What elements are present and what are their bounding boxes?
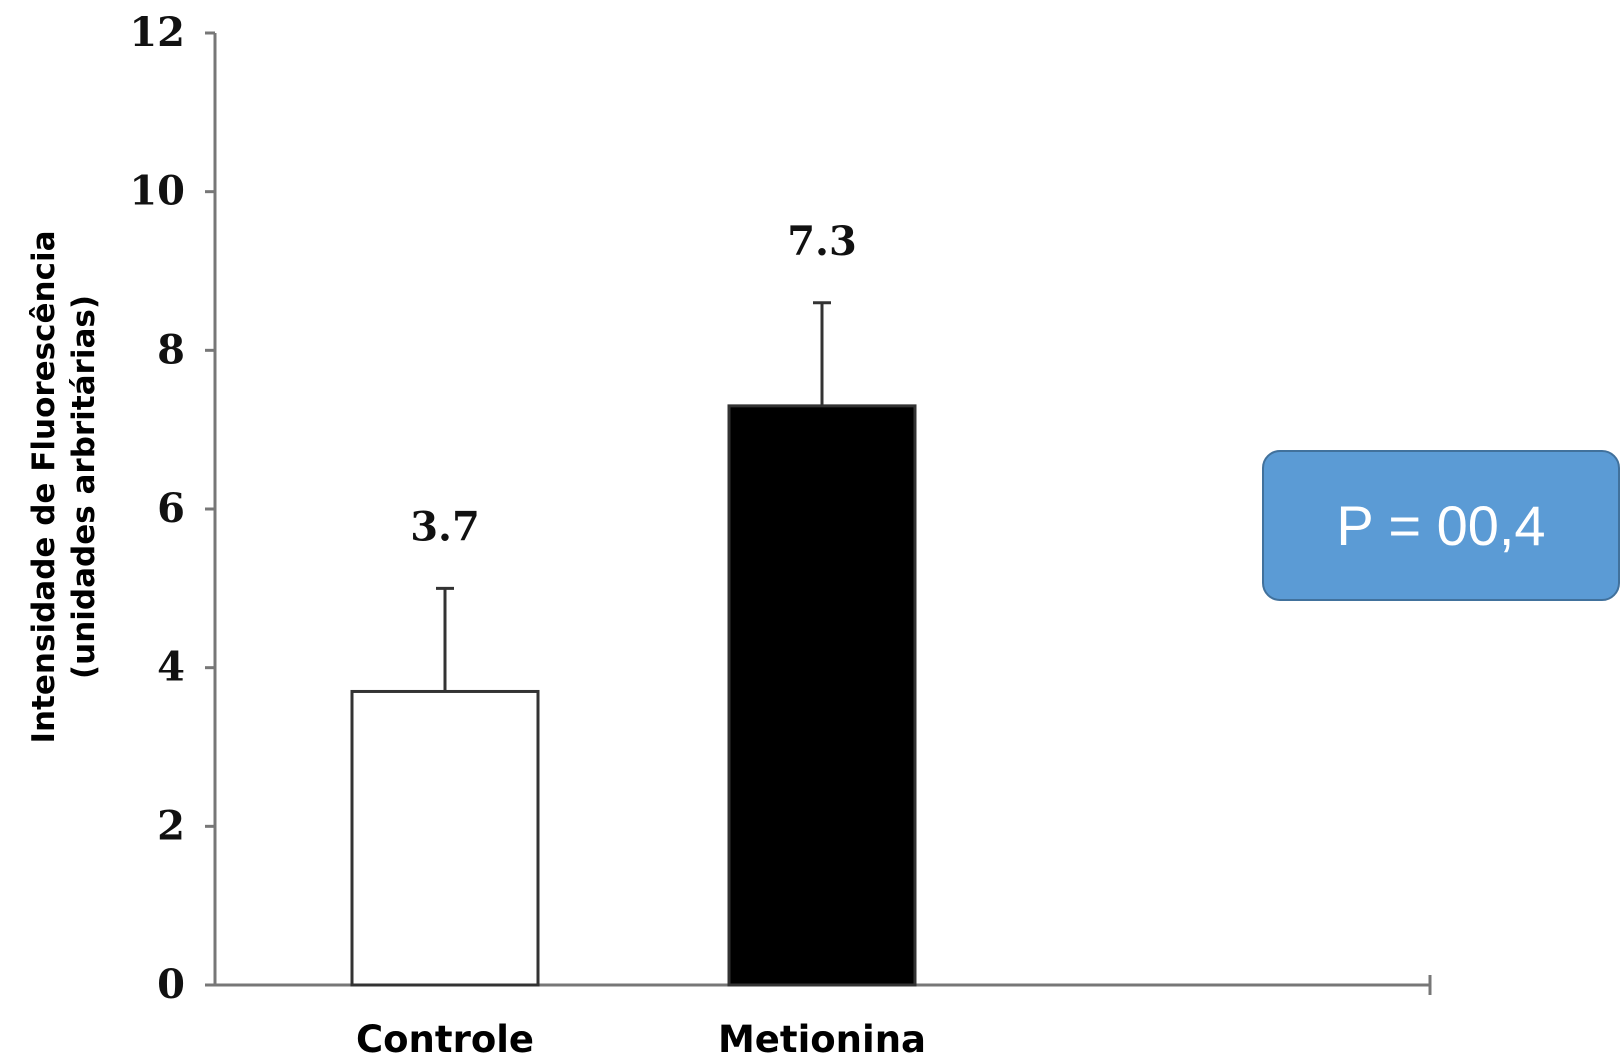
y-tick-label: 2 [157,802,185,849]
bars [350,404,917,987]
y-tick-label: 4 [157,644,185,691]
category-labels: Controle Metionina [356,1018,926,1059]
bar-metionina [727,404,917,987]
value-label: 3.7 [410,504,480,551]
y-axis-ticks: 0 2 4 6 8 10 12 [129,9,215,1008]
category-label: Controle [356,1018,534,1059]
category-label: Metionina [718,1018,926,1059]
y-tick-label: 6 [157,485,185,532]
value-label: 7.3 [787,218,857,265]
error-bars [436,301,831,692]
y-tick-label: 12 [129,9,185,56]
y-axis-label-line-2: (unidades arbritárias) [66,295,102,679]
p-value-text: P = 00,4 [1336,494,1546,557]
y-axis-label: Intensidade de Fluorescência (unidades a… [26,230,102,743]
y-tick-label: 10 [129,168,185,215]
y-tick-label: 8 [157,326,185,373]
bar-controle [350,689,540,987]
value-labels: 3.7 7.3 [410,218,857,551]
p-value-callout: P = 00,4 [1262,450,1620,601]
y-axis-label-line-1: Intensidade de Fluorescência [26,230,62,743]
y-tick-label: 0 [157,961,185,1008]
